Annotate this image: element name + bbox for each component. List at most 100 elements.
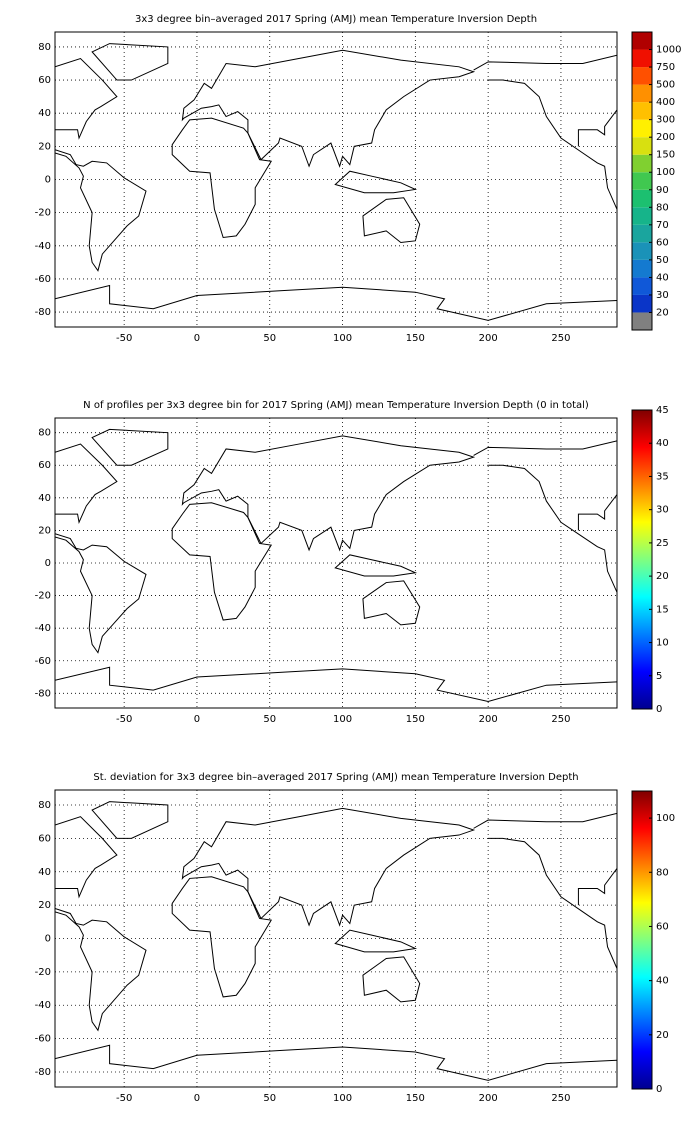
colorbar [632,791,652,1089]
x-tick-label: 50 [263,714,276,725]
colorbar-tick-label: 30 [656,505,669,516]
x-tick-label: 200 [479,333,498,344]
y-tick-label: 80 [38,800,51,811]
y-tick-label: 60 [38,75,51,86]
colorbar-tick-label: 35 [656,471,669,482]
y-tick-label: 40 [38,867,51,878]
x-tick-label: 200 [479,1093,498,1104]
y-tick-label: 60 [38,833,51,844]
colorbar-tick-label: 20 [656,307,669,318]
colorbar-tick-label: 0 [656,1084,662,1095]
x-tick-label: -50 [116,1093,132,1104]
y-tick-label: -20 [35,208,51,219]
y-tick-label: -60 [35,274,51,285]
colorbar-tick-label: 200 [656,132,675,143]
x-tick-label: 150 [406,1093,425,1104]
panel-title: St. deviation for 3x3 degree bin–average… [93,772,578,783]
y-tick-label: 80 [38,42,51,53]
colorbar-frame [631,790,653,1090]
colorbar-box [632,32,652,50]
colorbar-frame [631,31,653,331]
y-tick-label: 0 [45,175,51,186]
x-tick-label: 50 [263,1093,276,1104]
x-tick-label: 100 [333,1093,352,1104]
colorbar-box [632,294,652,313]
x-tick-label: 250 [551,333,570,344]
colorbar-tick-label: 15 [656,604,669,615]
colorbar-tick-label: 100 [656,167,675,178]
colorbar-tick-label: 70 [656,220,669,231]
colorbar-box [632,242,652,260]
y-tick-label: 0 [45,934,51,945]
colorbar-box [632,312,652,330]
colorbar-tick-label: 40 [656,272,669,283]
colorbar-tick-label: 0 [656,704,662,715]
y-tick-label: 20 [38,900,51,911]
plot-frame [54,417,618,709]
y-tick-label: 80 [38,428,51,439]
colorbar-tick-label: 40 [656,438,669,449]
colorbar-tick-label: 10 [656,638,669,649]
y-tick-label: 60 [38,460,51,471]
y-tick-label: -80 [35,688,51,699]
y-tick-label: -20 [35,591,51,602]
y-tick-label: -80 [35,1067,51,1078]
colorbar-box [632,84,652,103]
x-tick-label: 200 [479,714,498,725]
y-tick-label: 20 [38,525,51,536]
colorbar-box [632,67,652,85]
colorbar-tick-label: 1000 [656,45,681,56]
colorbar [632,410,652,709]
colorbar-tick-label: 40 [656,976,669,987]
colorbar-tick-label: 300 [656,115,675,126]
x-tick-label: 100 [333,714,352,725]
colorbar-tick-label: 750 [656,62,675,73]
colorbar-tick-label: 80 [656,202,669,213]
colorbar-box [632,224,652,243]
x-tick-label: 0 [194,333,200,344]
x-tick-label: 100 [333,333,352,344]
x-tick-label: 150 [406,714,425,725]
x-tick-label: 0 [194,714,200,725]
colorbar-tick-label: 50 [656,255,669,266]
y-tick-label: 0 [45,558,51,569]
y-tick-label: -60 [35,1034,51,1045]
x-tick-label: 250 [551,1093,570,1104]
colorbar-tick-label: 60 [656,921,669,932]
colorbar-box [632,49,652,68]
y-tick-label: -40 [35,241,51,252]
colorbar-tick-label: 25 [656,538,669,549]
plot-frame [54,31,618,328]
x-tick-label: -50 [116,714,132,725]
colorbar-tick-label: 80 [656,867,669,878]
colorbar-frame [631,409,653,710]
colorbar-box [632,172,652,190]
colorbar-box [632,119,652,138]
colorbar-tick-label: 20 [656,571,669,582]
panel-title: N of profiles per 3x3 degree bin for 201… [83,400,589,411]
y-tick-label: -60 [35,656,51,667]
x-tick-label: 150 [406,333,425,344]
colorbar-tick-label: 45 [656,405,669,416]
colorbar-tick-label: 5 [656,671,662,682]
colorbar-tick-label: 500 [656,80,675,91]
colorbar-box [632,137,652,155]
colorbar-tick-label: 60 [656,237,669,248]
y-tick-label: -20 [35,967,51,978]
x-tick-label: -50 [116,333,132,344]
y-tick-label: -80 [35,307,51,318]
y-tick-label: -40 [35,1000,51,1011]
colorbar-tick-label: 150 [656,150,675,161]
colorbar-box [632,102,652,120]
y-tick-label: -40 [35,623,51,634]
x-tick-label: 0 [194,1093,200,1104]
panel-title: 3x3 degree bin–averaged 2017 Spring (AMJ… [135,14,537,25]
colorbar-tick-label: 400 [656,97,675,108]
colorbar-tick-label: 90 [656,185,669,196]
colorbar-box [632,207,652,225]
colorbar-tick-label: 20 [656,1030,669,1041]
colorbar-tick-label: 100 [656,813,675,824]
plot-frame [54,789,618,1088]
x-tick-label: 250 [551,714,570,725]
